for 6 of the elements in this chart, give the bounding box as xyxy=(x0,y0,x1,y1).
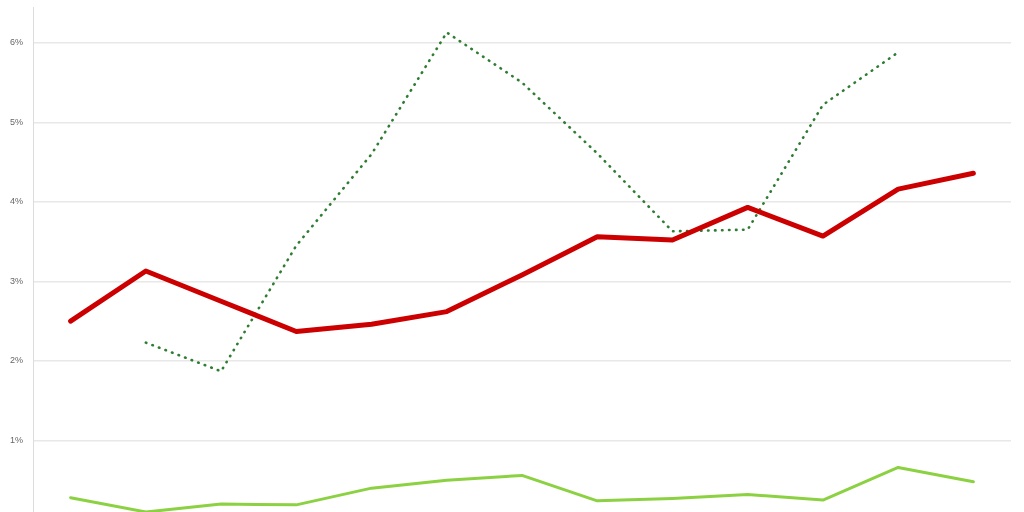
y-tick-label: 5% xyxy=(9,116,23,127)
y-tick-label: 3% xyxy=(9,275,23,286)
y-tick-label: 6% xyxy=(9,37,23,48)
y-tick-label: 1% xyxy=(9,434,23,445)
y-tick-label: 4% xyxy=(9,196,23,207)
y-tick-label: 2% xyxy=(9,355,23,366)
